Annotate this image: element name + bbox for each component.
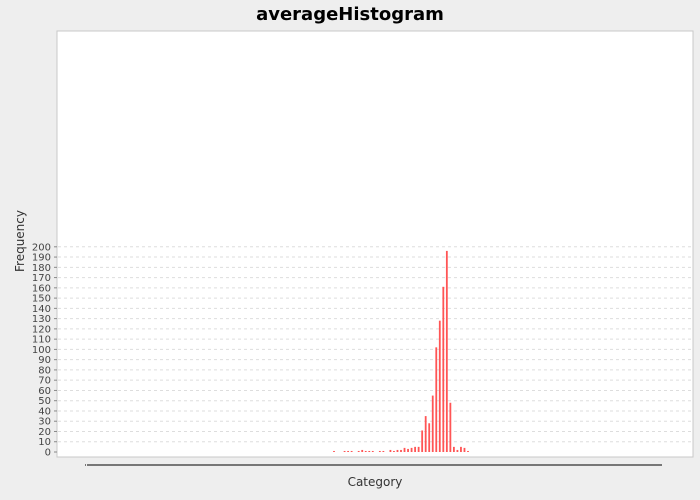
y-tick-label: 20: [38, 427, 51, 438]
histogram-bar: [382, 450, 385, 452]
y-tick-label: 60: [38, 386, 51, 397]
histogram-bar: [410, 447, 413, 452]
y-tick-label: 140: [32, 304, 51, 315]
y-tick-label: 80: [38, 365, 51, 376]
histogram-bar: [428, 423, 431, 452]
histogram-bar: [421, 430, 424, 452]
histogram-bar: [403, 447, 406, 452]
histogram-bar: [438, 320, 441, 452]
histogram-bar: [371, 450, 374, 452]
histogram-bar: [357, 450, 360, 452]
y-tick-label: 130: [32, 314, 51, 325]
histogram-bar: [431, 395, 434, 452]
y-tick-label: 190: [32, 253, 51, 264]
y-tick-label: 40: [38, 406, 51, 417]
histogram-bar: [442, 286, 445, 452]
histogram-bar: [393, 450, 395, 452]
y-axis-ticks: 0102030405060708090100110120130140150160…: [32, 242, 57, 459]
y-tick-label: 150: [32, 294, 51, 305]
y-tick-label: 0: [45, 448, 51, 459]
y-tick-label: 10: [38, 437, 51, 448]
y-tick-label: 160: [32, 283, 51, 294]
histogram-bar: [445, 250, 448, 452]
y-tick-label: 30: [38, 417, 51, 428]
y-tick-label: 200: [32, 242, 51, 253]
y-tick-label: 100: [32, 345, 51, 356]
histogram-bar: [378, 450, 381, 452]
histogram-bar: [452, 446, 455, 452]
histogram-bar: [347, 450, 350, 452]
y-tick-label: 90: [38, 355, 51, 366]
histogram-bar: [463, 447, 466, 452]
y-axis-label: Frequency: [13, 210, 27, 272]
histogram-bar: [368, 450, 371, 452]
x-axis-label: Category: [348, 475, 403, 489]
y-tick-label: 170: [32, 273, 51, 284]
histogram-bar: [343, 450, 346, 452]
y-tick-label: 180: [32, 263, 51, 274]
histogram-bar: [467, 450, 469, 452]
histogram-bar: [361, 449, 364, 452]
histogram-bar: [407, 448, 409, 452]
y-tick-label: 110: [32, 335, 51, 346]
histogram-bar: [456, 449, 459, 452]
histogram-bar: [400, 449, 402, 452]
gridlines: [58, 246, 692, 443]
histogram-bar: [449, 402, 452, 452]
histogram-bar: [414, 446, 417, 452]
bars: [333, 250, 469, 452]
histogram-bar: [396, 449, 399, 452]
histogram-bar: [435, 347, 438, 452]
histogram-bar: [364, 450, 367, 452]
histogram-bar: [417, 446, 420, 452]
y-tick-label: 120: [32, 324, 51, 335]
histogram-bar: [424, 416, 427, 452]
histogram-bar: [333, 450, 335, 452]
histogram-bar: [460, 446, 462, 452]
chart-title: averageHistogram: [256, 4, 444, 25]
histogram-bar: [350, 450, 353, 452]
y-tick-label: 50: [38, 396, 51, 407]
y-tick-label: 70: [38, 376, 51, 387]
histogram-bar: [389, 449, 392, 452]
plot-area: [56, 30, 694, 458]
